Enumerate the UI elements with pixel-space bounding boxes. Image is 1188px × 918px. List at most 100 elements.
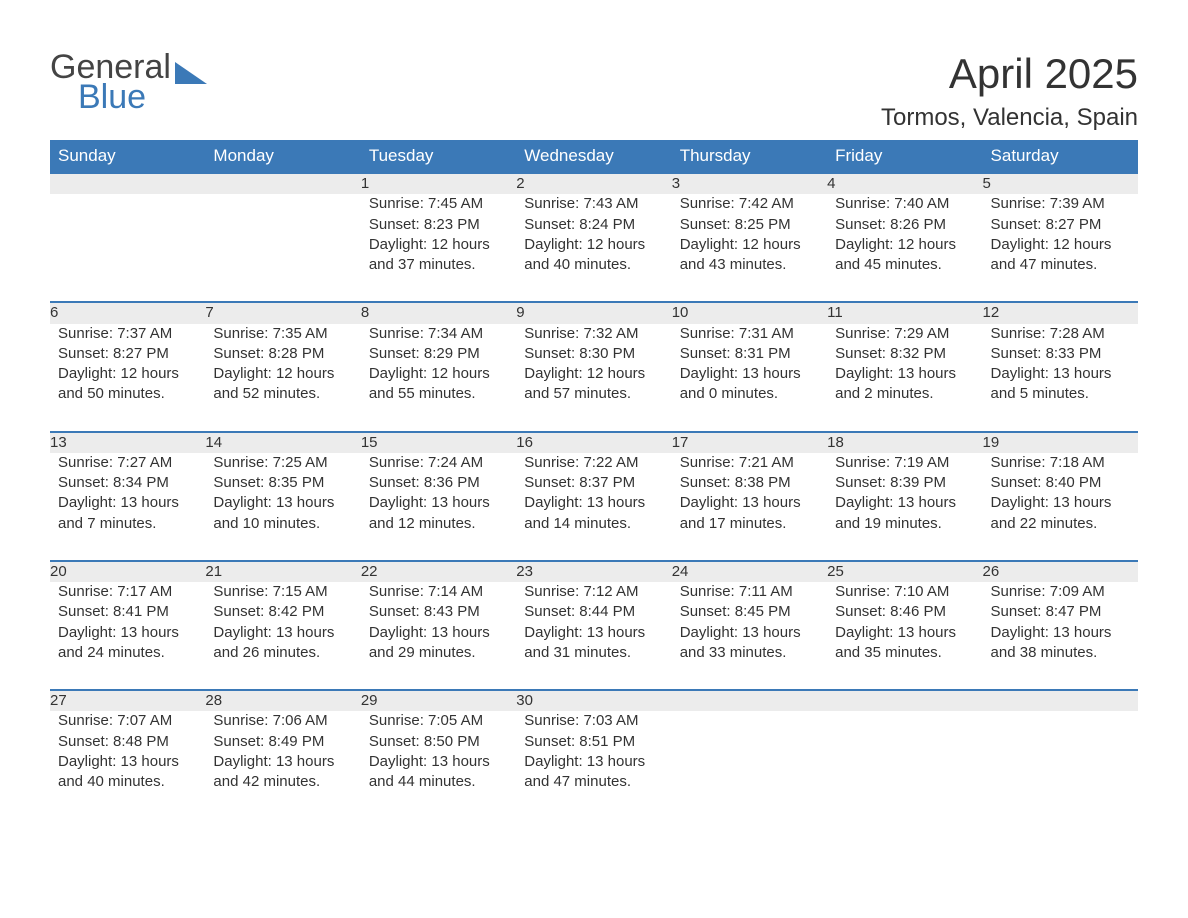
sunset-text: Sunset: 8:40 PM [991, 473, 1130, 493]
day-cell [50, 194, 205, 302]
sunset-text: Sunset: 8:27 PM [58, 344, 197, 364]
weekday-header: Friday [827, 140, 982, 173]
day-cell: Sunrise: 7:17 AMSunset: 8:41 PMDaylight:… [50, 582, 205, 690]
daylight-text-2: and 26 minutes. [213, 643, 352, 663]
header: General Blue April 2025 Tormos, Valencia… [50, 50, 1138, 132]
sunrise-text: Sunrise: 7:05 AM [369, 711, 508, 731]
daylight-text-1: Daylight: 12 hours [369, 235, 508, 255]
daylight-text-1: Daylight: 12 hours [680, 235, 819, 255]
empty-day [672, 690, 827, 711]
daylight-text-1: Daylight: 13 hours [524, 752, 663, 772]
week-content-row: Sunrise: 7:27 AMSunset: 8:34 PMDaylight:… [50, 453, 1138, 561]
day-number: 15 [361, 432, 516, 453]
day-number: 22 [361, 561, 516, 582]
day-cell: Sunrise: 7:35 AMSunset: 8:28 PMDaylight:… [205, 324, 360, 432]
daylight-text-2: and 47 minutes. [524, 772, 663, 792]
daylight-text-2: and 5 minutes. [991, 384, 1130, 404]
day-cell: Sunrise: 7:18 AMSunset: 8:40 PMDaylight:… [983, 453, 1138, 561]
day-cell: Sunrise: 7:39 AMSunset: 8:27 PMDaylight:… [983, 194, 1138, 302]
daylight-text-2: and 35 minutes. [835, 643, 974, 663]
sunset-text: Sunset: 8:28 PM [213, 344, 352, 364]
daylight-text-2: and 7 minutes. [58, 514, 197, 534]
sunrise-text: Sunrise: 7:22 AM [524, 453, 663, 473]
daylight-text-1: Daylight: 12 hours [213, 364, 352, 384]
sunrise-text: Sunrise: 7:19 AM [835, 453, 974, 473]
sunrise-text: Sunrise: 7:39 AM [991, 194, 1130, 214]
sunset-text: Sunset: 8:50 PM [369, 732, 508, 752]
day-cell [983, 711, 1138, 818]
day-cell: Sunrise: 7:40 AMSunset: 8:26 PMDaylight:… [827, 194, 982, 302]
day-number: 14 [205, 432, 360, 453]
day-number: 18 [827, 432, 982, 453]
day-cell: Sunrise: 7:22 AMSunset: 8:37 PMDaylight:… [516, 453, 671, 561]
sunrise-text: Sunrise: 7:42 AM [680, 194, 819, 214]
sunrise-text: Sunrise: 7:35 AM [213, 324, 352, 344]
daylight-text-1: Daylight: 13 hours [524, 493, 663, 513]
daylight-text-1: Daylight: 12 hours [524, 235, 663, 255]
sunset-text: Sunset: 8:24 PM [524, 215, 663, 235]
day-number: 11 [827, 302, 982, 323]
daylight-text-2: and 0 minutes. [680, 384, 819, 404]
day-cell: Sunrise: 7:07 AMSunset: 8:48 PMDaylight:… [50, 711, 205, 818]
location-subtitle: Tormos, Valencia, Spain [881, 104, 1138, 132]
daylight-text-1: Daylight: 13 hours [58, 752, 197, 772]
title-block: April 2025 Tormos, Valencia, Spain [881, 50, 1138, 132]
daylight-text-1: Daylight: 13 hours [213, 623, 352, 643]
daylight-text-1: Daylight: 13 hours [524, 623, 663, 643]
daylight-text-2: and 2 minutes. [835, 384, 974, 404]
daylight-text-1: Daylight: 13 hours [991, 364, 1130, 384]
sunrise-text: Sunrise: 7:15 AM [213, 582, 352, 602]
calendar-table: SundayMondayTuesdayWednesdayThursdayFrid… [50, 140, 1138, 818]
daylight-text-1: Daylight: 12 hours [524, 364, 663, 384]
day-cell: Sunrise: 7:25 AMSunset: 8:35 PMDaylight:… [205, 453, 360, 561]
sunrise-text: Sunrise: 7:06 AM [213, 711, 352, 731]
sunset-text: Sunset: 8:30 PM [524, 344, 663, 364]
sunset-text: Sunset: 8:46 PM [835, 602, 974, 622]
sunset-text: Sunset: 8:23 PM [369, 215, 508, 235]
sunrise-text: Sunrise: 7:09 AM [991, 582, 1130, 602]
day-number: 1 [361, 173, 516, 194]
day-cell: Sunrise: 7:14 AMSunset: 8:43 PMDaylight:… [361, 582, 516, 690]
sunrise-text: Sunrise: 7:17 AM [58, 582, 197, 602]
weekday-header: Wednesday [516, 140, 671, 173]
sunset-text: Sunset: 8:35 PM [213, 473, 352, 493]
weekday-header: Saturday [983, 140, 1138, 173]
generalblue-logo: General Blue [50, 50, 207, 114]
week-content-row: Sunrise: 7:17 AMSunset: 8:41 PMDaylight:… [50, 582, 1138, 690]
empty-day [50, 173, 205, 194]
day-cell: Sunrise: 7:29 AMSunset: 8:32 PMDaylight:… [827, 324, 982, 432]
day-cell: Sunrise: 7:21 AMSunset: 8:38 PMDaylight:… [672, 453, 827, 561]
daylight-text-1: Daylight: 13 hours [680, 493, 819, 513]
daylight-text-1: Daylight: 12 hours [58, 364, 197, 384]
day-number: 3 [672, 173, 827, 194]
day-number: 6 [50, 302, 205, 323]
daylight-text-1: Daylight: 12 hours [991, 235, 1130, 255]
daylight-text-2: and 19 minutes. [835, 514, 974, 534]
sunset-text: Sunset: 8:27 PM [991, 215, 1130, 235]
week-content-row: Sunrise: 7:07 AMSunset: 8:48 PMDaylight:… [50, 711, 1138, 818]
sunset-text: Sunset: 8:44 PM [524, 602, 663, 622]
sunrise-text: Sunrise: 7:31 AM [680, 324, 819, 344]
sunrise-text: Sunrise: 7:18 AM [991, 453, 1130, 473]
sunrise-text: Sunrise: 7:43 AM [524, 194, 663, 214]
sunset-text: Sunset: 8:49 PM [213, 732, 352, 752]
daylight-text-1: Daylight: 13 hours [369, 493, 508, 513]
sunset-text: Sunset: 8:26 PM [835, 215, 974, 235]
day-cell [672, 711, 827, 818]
sunset-text: Sunset: 8:31 PM [680, 344, 819, 364]
day-cell: Sunrise: 7:34 AMSunset: 8:29 PMDaylight:… [361, 324, 516, 432]
sunrise-text: Sunrise: 7:45 AM [369, 194, 508, 214]
sunrise-text: Sunrise: 7:34 AM [369, 324, 508, 344]
logo-word-2: Blue [50, 80, 207, 114]
daylight-text-1: Daylight: 13 hours [835, 493, 974, 513]
daylight-text-2: and 57 minutes. [524, 384, 663, 404]
daylight-text-2: and 10 minutes. [213, 514, 352, 534]
daylight-text-1: Daylight: 13 hours [680, 623, 819, 643]
daylight-text-1: Daylight: 13 hours [835, 364, 974, 384]
sunrise-text: Sunrise: 7:32 AM [524, 324, 663, 344]
sunset-text: Sunset: 8:47 PM [991, 602, 1130, 622]
daynum-row: 20212223242526 [50, 561, 1138, 582]
day-number: 16 [516, 432, 671, 453]
daylight-text-2: and 43 minutes. [680, 255, 819, 275]
day-cell: Sunrise: 7:06 AMSunset: 8:49 PMDaylight:… [205, 711, 360, 818]
